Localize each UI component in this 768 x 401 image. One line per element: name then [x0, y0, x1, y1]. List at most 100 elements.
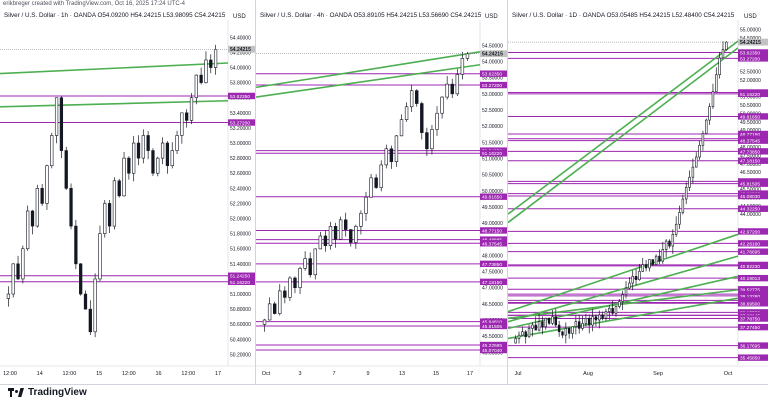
candle[interactable] — [415, 90, 419, 104]
candle[interactable] — [404, 106, 409, 120]
candle[interactable] — [122, 157, 126, 197]
candle[interactable] — [527, 328, 531, 338]
candle[interactable] — [69, 188, 73, 227]
candle[interactable] — [185, 112, 189, 121]
candle[interactable] — [564, 328, 568, 336]
candle[interactable] — [45, 165, 49, 204]
candle[interactable] — [199, 74, 203, 83]
candle[interactable] — [547, 318, 551, 324]
candle[interactable] — [103, 203, 107, 234]
candle[interactable] — [6, 293, 11, 299]
tradingview-logo[interactable]: TradingView — [8, 387, 87, 398]
candle[interactable] — [661, 249, 665, 262]
candle[interactable] — [641, 264, 644, 272]
candle[interactable] — [374, 177, 378, 188]
candle[interactable] — [354, 226, 358, 243]
candle[interactable] — [557, 324, 561, 333]
candle[interactable] — [721, 49, 725, 59]
candle[interactable] — [141, 135, 145, 159]
candle[interactable] — [581, 323, 584, 329]
candle[interactable] — [594, 316, 598, 321]
candle[interactable] — [204, 59, 208, 83]
candle[interactable] — [571, 326, 574, 334]
candle[interactable] — [517, 334, 521, 339]
candle[interactable] — [541, 321, 544, 328]
candle[interactable] — [654, 255, 658, 265]
candle[interactable] — [298, 268, 302, 288]
candle[interactable] — [420, 103, 424, 133]
candle[interactable] — [544, 318, 547, 328]
candle[interactable] — [293, 277, 297, 288]
candle[interactable] — [561, 331, 564, 336]
candle[interactable] — [531, 324, 534, 329]
trend-line[interactable] — [508, 40, 739, 215]
candle[interactable] — [534, 324, 537, 331]
candle[interactable] — [725, 41, 728, 50]
candle[interactable] — [323, 235, 328, 246]
candle[interactable] — [344, 219, 348, 230]
candle[interactable] — [30, 210, 35, 227]
candle[interactable] — [644, 264, 648, 269]
candle[interactable] — [379, 164, 383, 188]
candle[interactable] — [175, 135, 179, 151]
trend-line[interactable] — [508, 255, 739, 323]
candle[interactable] — [658, 255, 661, 262]
candle[interactable] — [74, 225, 78, 265]
candle[interactable] — [588, 318, 591, 326]
candle[interactable] — [678, 212, 681, 225]
candle[interactable] — [194, 74, 198, 99]
chart-panel-1h[interactable]: Silver / U.S. Dollar · 1h · OANDA O54.09… — [0, 0, 256, 384]
candle[interactable] — [11, 263, 15, 295]
candle[interactable] — [93, 278, 97, 333]
candle[interactable] — [170, 150, 174, 166]
candle[interactable] — [445, 83, 449, 98]
candle[interactable] — [35, 188, 39, 227]
trend-line[interactable] — [508, 233, 739, 313]
candle[interactable] — [272, 303, 277, 314]
candle[interactable] — [364, 196, 368, 214]
candle[interactable] — [514, 338, 517, 344]
candle[interactable] — [50, 135, 54, 166]
candle[interactable] — [127, 157, 131, 174]
candle[interactable] — [521, 331, 524, 336]
candle[interactable] — [524, 331, 527, 338]
candle[interactable] — [59, 97, 64, 151]
trend-line[interactable] — [0, 62, 229, 75]
candle[interactable] — [577, 321, 581, 329]
candle[interactable] — [601, 314, 604, 319]
candle[interactable] — [79, 263, 83, 295]
candle[interactable] — [308, 258, 312, 276]
candle[interactable] — [313, 248, 317, 276]
candle[interactable] — [117, 180, 121, 197]
candle[interactable] — [189, 97, 194, 121]
candle[interactable] — [160, 142, 165, 159]
candle[interactable] — [634, 276, 638, 280]
candle[interactable] — [591, 316, 594, 326]
chart-canvas[interactable]: 55.0000054.5000052.5000052.0000051.00000… — [508, 0, 768, 384]
candle[interactable] — [328, 226, 333, 246]
candle[interactable] — [318, 235, 323, 250]
candle[interactable] — [624, 287, 628, 296]
chart-canvas[interactable]: 54.4000054.2000054.0000053.8000053.60000… — [0, 0, 255, 384]
chart-canvas[interactable]: 54.50000 54.00000 53.50000 53.00000 52.50000… — [256, 0, 507, 384]
candle[interactable] — [54, 97, 59, 136]
candle[interactable] — [98, 233, 102, 280]
candle[interactable] — [283, 290, 287, 298]
candle[interactable] — [146, 135, 150, 151]
candle[interactable] — [399, 119, 404, 137]
candle[interactable] — [604, 311, 608, 319]
candle[interactable] — [435, 112, 439, 130]
candle[interactable] — [303, 258, 307, 269]
trend-line[interactable] — [0, 99, 229, 108]
candle[interactable] — [21, 248, 25, 280]
candle[interactable] — [681, 198, 685, 213]
chart-panel-4h[interactable]: Silver / U.S. Dollar · 4h · OANDA O53.89… — [256, 0, 508, 384]
candle[interactable] — [156, 157, 160, 174]
candle[interactable] — [698, 144, 701, 158]
candle[interactable] — [338, 219, 343, 240]
candle[interactable] — [359, 213, 363, 227]
candle[interactable] — [551, 316, 554, 324]
candle[interactable] — [26, 210, 30, 250]
candle[interactable] — [688, 176, 691, 188]
candle[interactable] — [684, 186, 688, 200]
